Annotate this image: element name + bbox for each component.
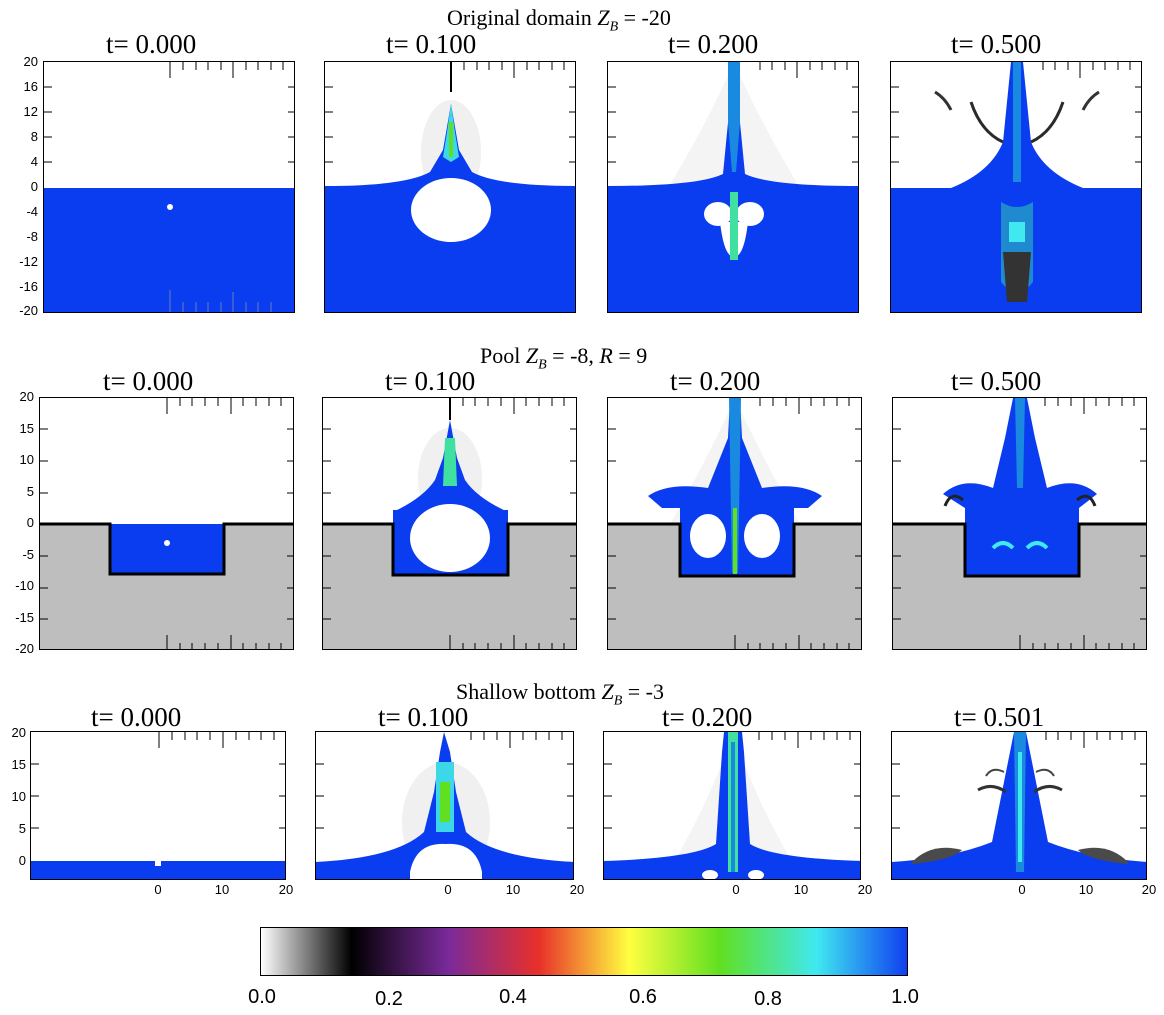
x-tick-label: 0 — [1018, 882, 1026, 897]
simulation-panel — [603, 731, 861, 880]
y-tick-label: 10 — [11, 789, 26, 804]
x-tick-label: 20 — [569, 882, 585, 897]
row2-title: Pool ZB = -8, R = 9 — [480, 343, 648, 373]
x-tick-label: 20 — [857, 882, 873, 897]
y-tick-label: 0 — [18, 853, 26, 868]
tick-marks — [325, 62, 575, 163]
bubble — [164, 540, 170, 546]
simulation-panel — [891, 731, 1147, 880]
tick-marks — [169, 290, 272, 312]
colorbar-tick-label: 0.0 — [248, 986, 276, 1008]
y-tick-label: 5 — [18, 821, 26, 836]
y-tick-label: 8 — [30, 129, 38, 144]
row1-title: Original domain ZB = -20 — [447, 5, 671, 35]
y-tick-label: 5 — [26, 484, 34, 499]
panel-title: t= 0.200 — [668, 29, 759, 59]
simulation-panel — [892, 397, 1147, 650]
y-tick-label: -5 — [22, 547, 34, 562]
simulation-panel — [324, 61, 576, 313]
simulation-panel — [315, 731, 574, 880]
tick-marks — [608, 398, 861, 649]
simulation-panel — [607, 397, 862, 650]
tick-marks — [608, 62, 858, 163]
panel-title: t= 0.200 — [670, 366, 761, 396]
tick-marks — [604, 732, 860, 829]
x-tick-label: 0 — [154, 882, 162, 897]
x-tick-label: 10 — [793, 882, 809, 897]
tick-marks — [893, 398, 1146, 649]
tick-marks — [323, 398, 576, 649]
row3-title: Shallow bottom ZB = -3 — [456, 679, 664, 709]
y-tick-label: 16 — [23, 79, 38, 94]
y-tick-label: 20 — [19, 389, 34, 404]
panel-title: t= 0.100 — [378, 702, 469, 732]
tick-marks — [31, 732, 285, 829]
cavity — [736, 202, 764, 226]
x-tick-label: 20 — [278, 882, 294, 897]
y-tick-label: -10 — [15, 578, 34, 593]
tick-marks — [316, 732, 573, 829]
colorbar-tick-label: 0.8 — [754, 988, 782, 1010]
simulation-panel — [30, 731, 286, 880]
tick-marks — [892, 732, 1146, 829]
y-tick-label: -16 — [19, 279, 38, 294]
y-tick-label: 12 — [23, 104, 38, 119]
simulation-panel — [607, 61, 859, 313]
y-tick-label: -12 — [19, 254, 38, 269]
simulation-panel — [322, 397, 577, 650]
panel-title: t= 0.200 — [662, 702, 753, 732]
y-tick-label: -15 — [15, 610, 34, 625]
colorbar-tick-label: 0.6 — [629, 986, 657, 1008]
x-tick-label: 20 — [1141, 882, 1157, 897]
x-tick-label: 0 — [444, 882, 452, 897]
panel-title: t= 0.100 — [385, 366, 476, 396]
y-tick-label: -20 — [19, 303, 38, 318]
x-tick-label: 10 — [1078, 882, 1094, 897]
colorbar — [260, 927, 908, 976]
panel-title: t= 0.500 — [951, 29, 1042, 59]
tick-marks — [40, 398, 293, 649]
y-tick-label: 15 — [19, 421, 34, 436]
y-tick-label: 15 — [11, 757, 26, 772]
colorbar-tick-label: 1.0 — [891, 986, 919, 1008]
bubble — [167, 204, 173, 210]
water-region — [31, 861, 285, 879]
simulation-panel — [43, 61, 295, 313]
cavity — [410, 504, 490, 572]
y-tick-label: 10 — [19, 452, 34, 467]
y-tick-label: 4 — [30, 154, 38, 169]
cavity — [744, 514, 780, 558]
x-tick-label: 10 — [214, 882, 230, 897]
panel-title: t= 0.100 — [386, 29, 477, 59]
y-tick-label: -8 — [26, 229, 38, 244]
y-tick-label: -4 — [26, 204, 38, 219]
pool-boundary — [40, 522, 293, 576]
panel-title: t= 0.500 — [951, 366, 1042, 396]
y-tick-label: 20 — [23, 54, 38, 69]
pool-boundary — [893, 522, 1146, 578]
y-tick-label: -20 — [15, 641, 34, 656]
cavity — [690, 514, 726, 558]
panel-title: t= 0.000 — [106, 29, 197, 59]
tick-marks — [891, 62, 1141, 163]
y-tick-label: 0 — [26, 515, 34, 530]
pool-water — [110, 524, 224, 574]
panel-title: t= 0.000 — [91, 702, 182, 732]
panel-title: t= 0.000 — [103, 366, 194, 396]
pool-boundary — [608, 522, 861, 578]
colorbar-tick-label: 0.2 — [375, 988, 403, 1010]
simulation-panel — [39, 397, 294, 650]
pool-boundary — [323, 522, 576, 577]
panel-title: t= 0.501 — [954, 702, 1045, 732]
x-tick-label: 0 — [732, 882, 740, 897]
y-tick-label: 0 — [30, 179, 38, 194]
simulation-panel — [890, 61, 1142, 313]
cavity — [704, 202, 732, 226]
x-tick-label: 10 — [505, 882, 521, 897]
colorbar-tick-label: 0.4 — [499, 986, 527, 1008]
y-tick-label: 20 — [11, 725, 26, 740]
